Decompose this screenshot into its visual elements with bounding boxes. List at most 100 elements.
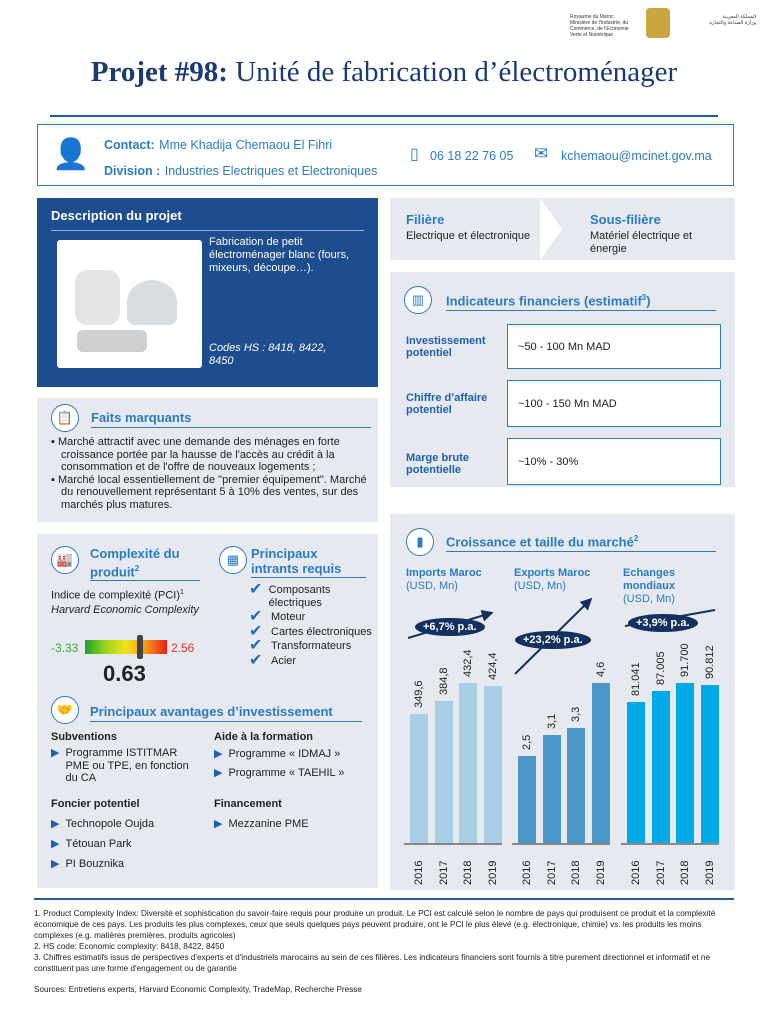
cagr-badge: +6,7% p.a. xyxy=(415,618,485,636)
faits-item: ▪ Marché attractif avec une demande des … xyxy=(51,436,340,473)
bar xyxy=(483,685,502,843)
bar-chart-icon: ▮ xyxy=(406,528,434,556)
intrant-item: ✔ Cartes électroniques xyxy=(249,622,372,640)
foncier-item: ▶ PI Bouznika xyxy=(51,858,125,870)
email-link[interactable]: kchemaou@mcinet.gov.ma xyxy=(561,149,712,163)
bar xyxy=(434,700,453,843)
ca-value: ~100 - 150 Mn MAD xyxy=(507,380,721,427)
panel-unit: (USD, Mn) xyxy=(514,580,566,592)
pci-source: Harvard Economic Complexity xyxy=(51,603,199,616)
intrant-item: ✔ Transformateurs xyxy=(249,637,352,654)
bar xyxy=(700,684,719,843)
intrant-item: ✔ Acier xyxy=(249,651,297,669)
factory-icon: 🏭 xyxy=(51,546,79,574)
footnotes: 1. Product Complexity Index: Diversité e… xyxy=(34,908,734,995)
intrant-item: ✔ Composants électriques xyxy=(249,581,331,609)
bar xyxy=(627,701,645,843)
panel-title: Imports Maroc xyxy=(406,567,482,579)
market-chart-panel: ▮ Croissance et taille du marché2 Import… xyxy=(390,514,735,890)
logo-text-ar: المملكة المغربية وزارة الصناعة والتجارة xyxy=(709,14,756,26)
person-icon: 👤 xyxy=(52,138,90,171)
pci-max: 2.56 xyxy=(171,641,195,655)
financement-label: Financement xyxy=(214,798,282,810)
handshake-icon: 🤝 xyxy=(51,696,79,724)
filiere-panel: Filière Electrique et électronique Sous-… xyxy=(390,198,735,260)
logo-text-fr: Royaume du Maroc Ministère de l'Industrie… xyxy=(570,14,629,38)
faits-title: Faits marquants xyxy=(91,410,371,428)
clipboard-icon: 📋 xyxy=(51,404,79,432)
indicateurs-title: Indicateurs financiers (estimatif3) xyxy=(446,293,716,312)
pci-gauge xyxy=(85,640,167,654)
sources: Sources: Entretiens experts, Harvard Eco… xyxy=(34,985,362,994)
email-icon: ✉ xyxy=(534,144,549,163)
phone-icon: ▯ xyxy=(410,146,419,163)
subvention-item: ▶ Programme ISTITMAR PME ou TPE, en fonct… xyxy=(51,747,189,784)
description-title: Description du projet xyxy=(51,208,182,223)
pci-marker xyxy=(137,635,144,659)
formation-label: Aide à la formation xyxy=(214,731,314,743)
faits-panel: 📋 Faits marquants ▪ Marché attractif ave… xyxy=(37,398,378,522)
bottom-left-panel: 🏭 Complexité du produit2 Indice de compl… xyxy=(37,534,378,888)
foncier-item: ▶ Technopole Oujda xyxy=(51,818,155,830)
appliances-image xyxy=(57,240,202,368)
chart-title: Croissance et taille du marché2 xyxy=(446,534,716,553)
indicateurs-panel: ▥ Indicateurs financiers (estimatif3) In… xyxy=(390,272,735,487)
bar xyxy=(518,756,536,843)
coat-of-arms-icon xyxy=(646,8,670,38)
panel-title: Exports Maroc xyxy=(514,567,591,579)
description-divider xyxy=(51,230,364,231)
bar xyxy=(591,683,610,843)
description-text: Fabrication de petit électroménager blan… xyxy=(209,236,350,274)
investissement-value: ~50 - 100 Mn MAD xyxy=(507,324,721,369)
investissement-label: Investissement potentiel xyxy=(406,335,486,359)
x-axis xyxy=(621,843,719,845)
avantages-title: Principaux avantages d’investissement xyxy=(90,704,362,722)
formation-item: ▶ Programme « IDMAJ » xyxy=(214,748,341,760)
intrants-list: ✔ Composants électriques ✔ Moteur ✔ Cartes … xyxy=(249,581,374,669)
chevron-divider xyxy=(540,198,562,260)
bar xyxy=(676,683,694,843)
panel-unit: (USD, Mn) xyxy=(623,593,675,605)
phone-number[interactable]: 06 18 22 76 05 xyxy=(430,149,514,163)
faits-list: ▪ Marché attractif avec une demande des … xyxy=(49,436,371,511)
trend-arrows xyxy=(407,597,716,675)
footer-divider xyxy=(34,898,734,900)
pci-value: 0.63 xyxy=(103,661,146,686)
ministry-logo: Royaume du Maroc Ministère de l'Industrie… xyxy=(570,8,760,40)
contact-card: 👤 Contact: Mme Khadija Chemaou El Fihri … xyxy=(37,124,734,186)
sous-filiere-value: Matériel électrique et énergie xyxy=(590,230,693,255)
description-panel: Description du projet Fabrication de pet… xyxy=(37,198,378,387)
bar xyxy=(410,713,428,843)
bar xyxy=(567,728,585,843)
foncier-label: Foncier potentiel xyxy=(51,798,140,810)
division-name: Industries Electriques et Electroniques xyxy=(164,164,378,178)
bar xyxy=(651,691,670,843)
footnote-1: 1. Product Complexity Index: Diversité e… xyxy=(34,909,716,940)
pci-label: Indice de complexité (PCI)1 Harvard Econo… xyxy=(51,589,199,616)
bar xyxy=(542,735,561,843)
ca-label: Chiffre d’affaire potentiel xyxy=(406,392,488,416)
page-title: Projet #98: Unité de fabrication d’élect… xyxy=(0,56,768,89)
project-name: Unité de fabrication d’électroménager xyxy=(227,56,678,88)
project-number: Projet #98: xyxy=(90,56,228,88)
faits-item: ▪ Marché local essentiellement de "premi… xyxy=(51,473,367,511)
contact-label: Contact: xyxy=(104,138,155,152)
marge-label: Marge brute potentielle xyxy=(406,452,469,476)
formation-item: ▶ Programme « TAEHIL » xyxy=(214,767,345,779)
hs-codes: Codes HS : 8418, 8422, 8450 xyxy=(209,342,327,367)
title-divider xyxy=(50,115,718,117)
foncier-item: ▶ Tétouan Park xyxy=(51,838,132,850)
footnote-2: 2. HS code: Economic complexity: 8418, 8… xyxy=(34,942,225,951)
subventions-label: Subventions xyxy=(51,731,118,743)
division-label: Division : xyxy=(104,164,161,178)
x-axis xyxy=(512,843,610,845)
x-axis xyxy=(404,843,502,845)
bar xyxy=(459,683,477,843)
financement-item: ▶ Mezzanine PME xyxy=(214,818,309,830)
complexite-title: Complexité du produit2 xyxy=(90,546,200,582)
intrants-title: Principaux intrants requis xyxy=(251,546,366,578)
bricks-icon: ▦ xyxy=(219,546,247,574)
financial-chart-icon: ▥ xyxy=(404,286,432,314)
cagr-badge: +23,2% p.a. xyxy=(515,631,591,649)
cagr-badge: +3,9% p.a. xyxy=(628,614,698,632)
